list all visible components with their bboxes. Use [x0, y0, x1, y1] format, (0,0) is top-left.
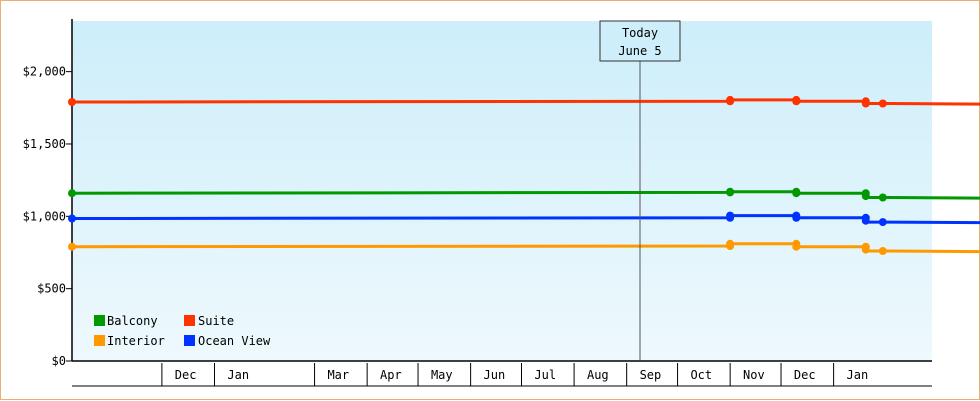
data-point-ocean-view	[68, 214, 76, 223]
legend-swatch-balcony	[94, 315, 105, 326]
data-point-interior	[861, 245, 870, 254]
legend-label-balcony: Balcony	[107, 314, 158, 328]
data-point-ocean-view	[726, 211, 735, 220]
data-point-suite	[726, 95, 735, 104]
data-point-suite	[68, 98, 76, 106]
x-tick-label: Jan	[227, 368, 249, 382]
x-tick-label: Aug	[587, 368, 609, 382]
data-point-ocean-view	[878, 218, 887, 227]
y-tick-label: $500	[37, 282, 66, 296]
legend-swatch-ocean-view	[184, 335, 195, 346]
series-balcony	[68, 187, 980, 202]
y-axis: $0 $500 $1,000 $1,500 $2,000	[23, 19, 73, 368]
x-tick-label: Dec	[794, 368, 816, 382]
legend-label-suite: Suite	[198, 314, 234, 328]
today-date: June 5	[618, 44, 661, 58]
data-point-interior	[726, 239, 735, 248]
x-tick-label: Jan	[847, 368, 869, 382]
data-point-balcony	[861, 192, 870, 201]
x-tick-label: Sep	[640, 368, 662, 382]
series-suite	[68, 95, 980, 108]
x-tick-label: Oct	[690, 368, 712, 382]
x-tick-label: Nov	[743, 368, 765, 382]
today-label: Today	[622, 26, 658, 40]
legend-swatch-suite	[184, 315, 195, 326]
data-point-interior	[792, 242, 801, 251]
data-point-balcony	[68, 189, 76, 198]
y-tick-label: $1,500	[23, 137, 66, 151]
series-ocean-view	[68, 211, 980, 227]
data-point-balcony	[792, 189, 801, 198]
x-tick-label: Apr	[380, 368, 402, 382]
data-point-interior	[68, 242, 76, 251]
legend-label-ocean-view: Ocean View	[198, 334, 271, 348]
x-tick-label: Dec	[175, 368, 197, 382]
data-point-ocean-view	[792, 213, 801, 222]
data-point-interior	[878, 247, 887, 255]
series-interior	[68, 239, 980, 255]
legend-swatch-interior	[94, 335, 105, 346]
today-box	[599, 20, 681, 62]
data-point-suite	[861, 99, 870, 108]
plot-background	[72, 21, 932, 361]
x-tick-label: May	[431, 368, 453, 382]
data-point-suite	[792, 97, 801, 106]
data-point-ocean-view	[861, 216, 870, 225]
today-marker: Today June 5	[599, 20, 681, 361]
legend-label-interior: Interior	[107, 334, 165, 348]
x-tick-label: Jun	[484, 368, 506, 382]
x-tick-label: Jul	[534, 368, 556, 382]
y-tick-label: $2,000	[23, 65, 66, 79]
x-tick-label: Mar	[327, 368, 349, 382]
legend: Balcony Suite Interior Ocean View	[94, 314, 271, 348]
data-point-balcony	[726, 187, 735, 196]
x-axis: Dec Jan Mar Apr May Jun Jul Aug Sep Oct Nov Dec Jan	[72, 360, 932, 387]
data-point-balcony	[878, 193, 887, 202]
series-layer	[68, 95, 980, 255]
y-tick-label: $1,000	[23, 209, 66, 223]
data-point-suite	[878, 99, 887, 108]
y-tick-label: $0	[52, 354, 66, 368]
